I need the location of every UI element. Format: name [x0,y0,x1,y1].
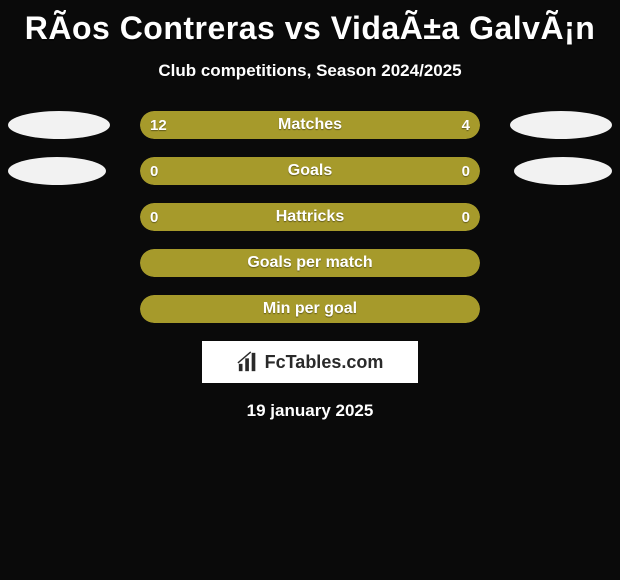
bar-segment-left [140,111,395,139]
metric-bar: Goals00 [140,157,480,185]
bar-segment-full [140,295,480,323]
comparison-infographic: RÃ­os Contreras vs VidaÃ±a GalvÃ¡n Club … [0,0,620,580]
bar-segment-full [140,249,480,277]
bar-segment-right [310,157,480,185]
metric-row: Goals00 [0,157,620,185]
metric-row: Min per goal [0,295,620,323]
bar-chart-icon [237,351,259,373]
metric-row: Hattricks00 [0,203,620,231]
player-avatar-right [510,111,612,139]
bar-segment-left [140,157,310,185]
metric-row: Goals per match [0,249,620,277]
player-avatar-left [8,157,106,185]
metric-row: Matches124 [0,111,620,139]
snapshot-date: 19 january 2025 [0,401,620,421]
metric-bar: Matches124 [140,111,480,139]
metric-rows: Matches124 Goals00 Hattricks00 Goals per ma… [0,111,620,323]
metric-bar: Goals per match [140,249,480,277]
player-avatar-left [8,111,110,139]
metric-bar: Min per goal [140,295,480,323]
bar-segment-right [395,111,480,139]
site-logo: FcTables.com [202,341,418,383]
bar-segment-right [310,203,480,231]
logo-text: FcTables.com [265,352,384,373]
page-title: RÃ­os Contreras vs VidaÃ±a GalvÃ¡n [0,0,620,47]
page-subtitle: Club competitions, Season 2024/2025 [0,61,620,81]
player-avatar-right [514,157,612,185]
bar-segment-left [140,203,310,231]
metric-bar: Hattricks00 [140,203,480,231]
